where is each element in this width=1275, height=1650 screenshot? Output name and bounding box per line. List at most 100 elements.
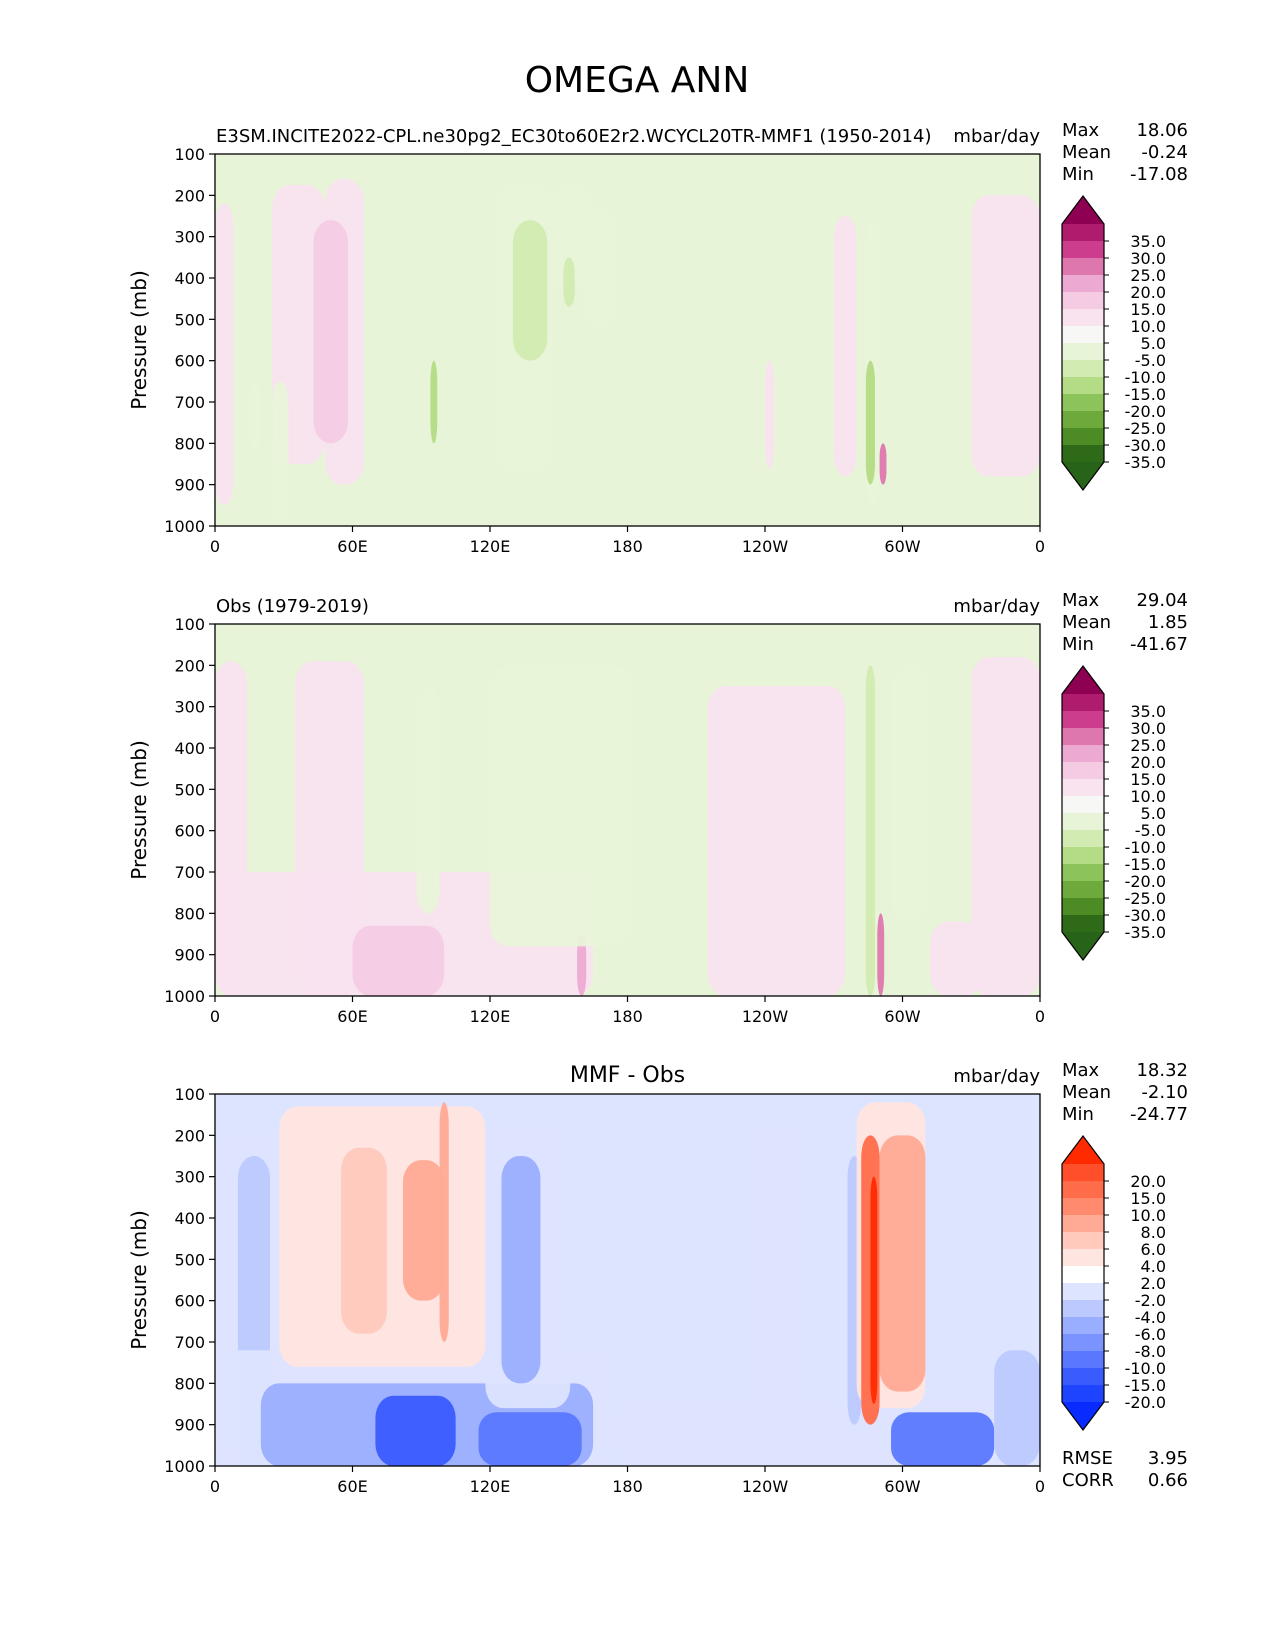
metric-label: CORR [1062,1470,1114,1491]
x-tick-label: 120E [470,1477,511,1496]
colorbar-bin [1062,796,1104,814]
y-tick-label: 900 [174,1416,205,1435]
x-tick-label: 120W [742,537,789,556]
contour-feature [272,381,289,526]
colorbar-bin [1062,711,1104,729]
colorbar-tick-label: -15.0 [1125,385,1166,404]
colorbar-bin [1062,445,1104,463]
contour-feature [577,934,587,996]
y-tick-label: 1000 [164,1457,205,1476]
stat-label: Mean [1062,612,1111,633]
colorbar-tick-label: -2.0 [1135,1291,1166,1310]
contour-feature [891,1412,995,1466]
y-tick-label: 100 [174,1085,205,1104]
colorbar-bin [1062,428,1104,446]
colorbar-tick-label: 15.0 [1130,300,1166,319]
colorbar-bin [1062,1385,1104,1403]
colorbar-bin [1062,241,1104,259]
x-tick-label: 120W [742,1477,789,1496]
y-tick-label: 400 [174,739,205,758]
contour-feature [865,360,875,485]
panel-units: mbar/day [953,1066,1040,1087]
contour-feature [313,220,348,444]
colorbar-bin [1062,1249,1104,1267]
y-axis-label: Pressure (mb) [127,740,151,880]
colorbar-bin [1062,394,1104,412]
contour-feature [879,1135,926,1392]
panel-units: mbar/day [953,596,1040,617]
contour-feature [375,1395,456,1466]
colorbar-tick-label: -15.0 [1125,855,1166,874]
colorbar-extend-bottom [1062,1402,1104,1430]
y-tick-label: 1000 [164,517,205,536]
x-tick-label: 60E [337,1477,367,1496]
colorbar-bin [1062,779,1104,797]
stat-label: Max [1062,590,1100,611]
colorbar-tick-label: -5.0 [1135,821,1166,840]
contour-feature [994,1350,1040,1466]
colorbar-tick-label: 10.0 [1130,787,1166,806]
y-tick-label: 100 [174,145,205,164]
stat-label: Max [1062,120,1100,141]
colorbar-bin [1062,275,1104,293]
y-tick-label: 800 [174,434,205,453]
colorbar-tick-label: 15.0 [1130,770,1166,789]
contour-feature [478,1412,582,1466]
colorbar-tick-label: 15.0 [1130,1189,1166,1208]
contour-feature [352,925,445,996]
colorbar-bin [1062,1300,1104,1318]
colorbar-tick-label: -20.0 [1125,1393,1166,1412]
y-tick-label: 200 [174,1126,205,1145]
contour-feature [249,381,261,452]
colorbar-extend-bottom [1062,462,1104,490]
colorbar-tick-label: 6.0 [1141,1240,1166,1259]
panel-units: mbar/day [953,126,1040,147]
colorbar-bin [1062,1334,1104,1352]
figure-title: OMEGA ANN [525,60,750,101]
colorbar-tick-label: 2.0 [1141,1274,1166,1293]
colorbar-bin [1062,292,1104,310]
y-tick-label: 700 [174,1333,205,1352]
contour-feature [879,443,887,485]
metric-value-rmse: 3.95 [1148,1448,1188,1469]
contour-feature [416,686,440,914]
colorbar-tick-label: -10.0 [1125,838,1166,857]
stat-value-min: -24.77 [1130,1104,1188,1125]
colorbar-tick-label: 30.0 [1130,719,1166,738]
colorbar-bin [1062,728,1104,746]
y-tick-label: 600 [174,1292,205,1311]
colorbar-tick-label: 8.0 [1141,1223,1166,1242]
stat-value-mean: -0.24 [1141,142,1188,163]
colorbar-tick-label: 35.0 [1130,232,1166,251]
y-tick-label: 500 [174,1250,205,1269]
contour-feature [512,220,548,361]
contour-features [215,1102,1040,1466]
contour-feature [439,1102,449,1342]
y-tick-label: 700 [174,393,205,412]
colorbar-bin [1062,1164,1104,1182]
y-tick-label: 100 [174,615,205,634]
stat-label: Min [1062,164,1094,185]
metric-label: RMSE [1062,1448,1113,1469]
colorbar-tick-label: 4.0 [1141,1257,1166,1276]
colorbar-bin [1062,813,1104,831]
x-tick-label: 60W [884,1007,920,1026]
colorbar-tick-label: 35.0 [1130,702,1166,721]
contour-feature [865,665,875,996]
colorbar-bin [1062,377,1104,395]
colorbar: 35.030.025.020.015.010.05.0-5.0-10.0-15.… [1061,665,1166,961]
colorbar-bin [1062,898,1104,916]
colorbar-extend-top [1062,196,1104,224]
y-tick-label: 600 [174,352,205,371]
colorbar-tick-label: -35.0 [1125,923,1166,942]
colorbar-extend-top [1062,666,1104,694]
x-tick-label: 60E [337,537,367,556]
stat-label: Min [1062,634,1094,655]
x-tick-label: 0 [210,537,220,556]
colorbar-bin [1062,360,1104,378]
stat-value-min: -41.67 [1130,634,1188,655]
y-tick-label: 800 [174,904,205,923]
colorbar-tick-label: -30.0 [1125,436,1166,455]
colorbar-bin [1062,1283,1104,1301]
